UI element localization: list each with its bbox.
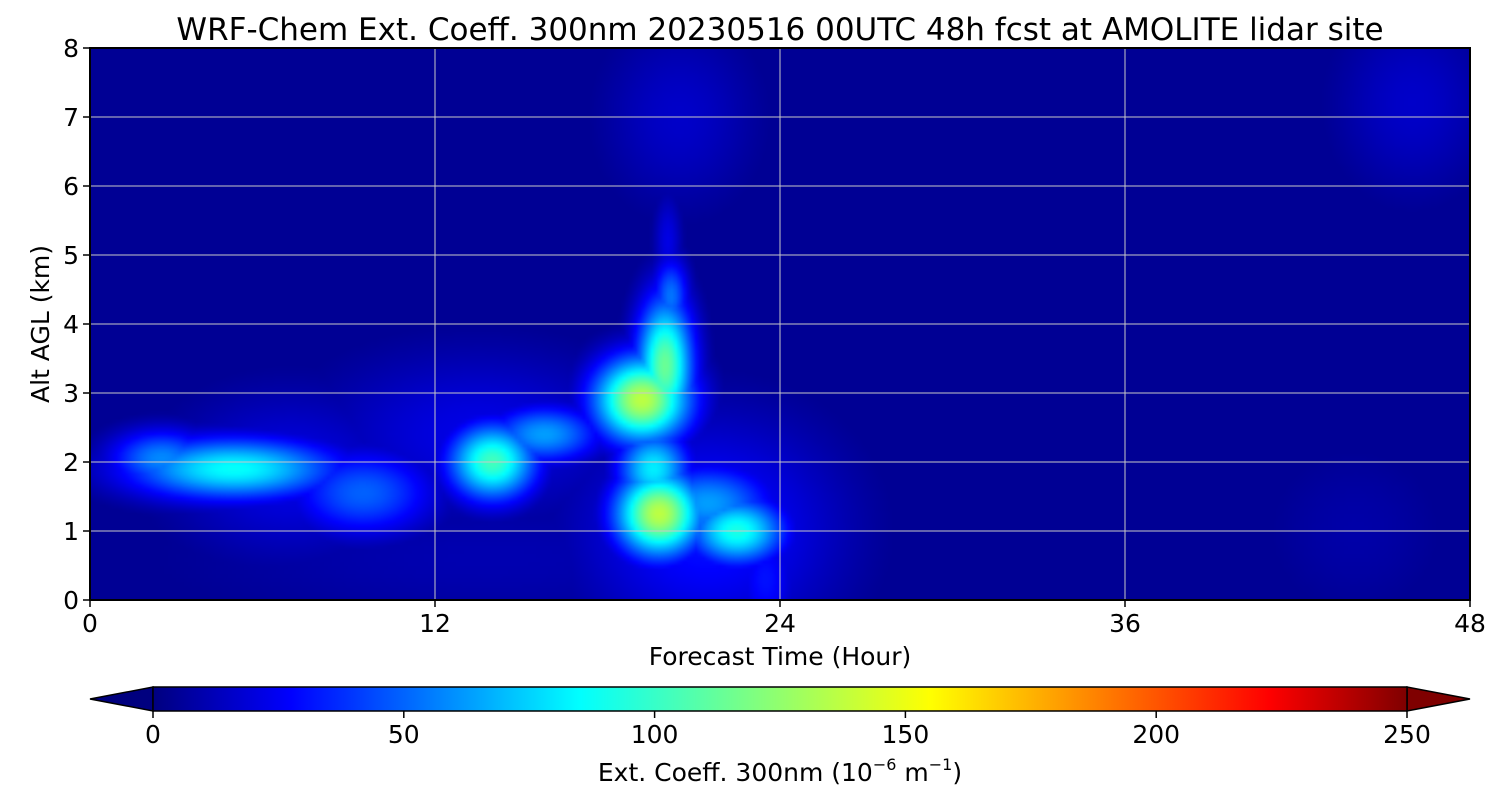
- y-axis: 0 1 2 3 4 5 6 7 8: [63, 34, 90, 615]
- colorbar-tick-label: 100: [631, 720, 679, 749]
- colorbar: 0 50 100 150 200 250 Ext. Coeff. 300nm (10−6 …: [89, 686, 1471, 787]
- colorbar-extend-high: [1406, 686, 1471, 712]
- y-axis-label: Alt AGL (km): [26, 245, 55, 403]
- y-tick-label: 1: [63, 517, 79, 546]
- grid-lines: [90, 48, 1470, 600]
- colorbar-ticks: 0 50 100 150 200 250: [145, 711, 1431, 749]
- colorbar-tick-label: 250: [1383, 720, 1431, 749]
- colorbar-tick-label: 200: [1132, 720, 1180, 749]
- colorbar-tick-label: 150: [882, 720, 930, 749]
- colorbar-label-end: ): [952, 758, 962, 787]
- y-tick-label: 5: [63, 241, 79, 270]
- y-tick-label: 6: [63, 172, 79, 201]
- y-tick-label: 7: [63, 103, 79, 132]
- colorbar-label: Ext. Coeff. 300nm (10−6 m−1): [598, 755, 962, 787]
- x-tick-label: 12: [419, 609, 451, 638]
- chart-title: WRF-Chem Ext. Coeff. 300nm 20230516 00UT…: [176, 12, 1383, 48]
- colorbar-extend-low: [89, 686, 154, 712]
- colorbar-tick-label: 0: [145, 720, 161, 749]
- colorbar-label-mid: m: [896, 758, 928, 787]
- y-tick-label: 0: [63, 586, 79, 615]
- x-tick-label: 48: [1454, 609, 1486, 638]
- colorbar-label-main: Ext. Coeff. 300nm (10: [598, 758, 873, 787]
- x-axis-label: Forecast Time (Hour): [649, 642, 912, 671]
- colorbar-tick-label: 50: [388, 720, 420, 749]
- x-axis: 0 12 24 36 48: [82, 600, 1486, 638]
- x-tick-label: 24: [764, 609, 796, 638]
- colorbar-label-exp1: −6: [873, 755, 897, 774]
- y-tick-label: 3: [63, 379, 79, 408]
- colorbar-label-exp2: −1: [929, 755, 953, 774]
- y-tick-label: 8: [63, 34, 79, 63]
- x-tick-label: 36: [1109, 609, 1141, 638]
- y-tick-label: 4: [63, 310, 79, 339]
- x-tick-label: 0: [82, 609, 98, 638]
- colorbar-bar: [152, 686, 1408, 712]
- y-tick-label: 2: [63, 448, 79, 477]
